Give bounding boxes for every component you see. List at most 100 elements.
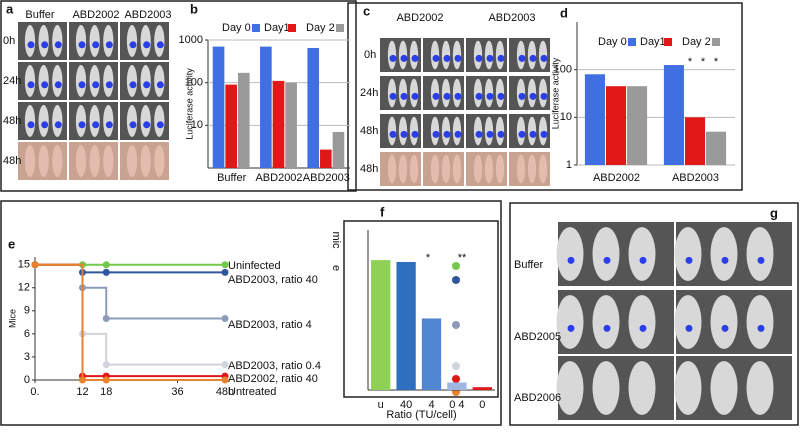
mouse [430,154,440,184]
legend-label: Day 2 [682,36,711,48]
signal [685,256,693,264]
bar [272,80,285,168]
mouse [527,116,537,146]
x-tick-label: ABD2002 [593,172,640,184]
x-tick-label: ABD2003 [303,172,350,184]
point [102,376,110,384]
bar [472,387,492,390]
signal [540,54,548,62]
mouse [126,65,138,97]
bar [212,46,225,169]
point [221,361,229,369]
mouse [527,78,537,108]
y-axis-label: Mice [7,309,17,328]
x-tick-label: 0 4 [449,399,464,411]
row-label: 48h [3,155,21,167]
mouse [140,105,151,137]
signal [156,41,164,49]
mouse [441,154,451,184]
x-tick-label: 18 [100,386,112,398]
signal [454,130,462,138]
signal [685,324,693,332]
mouse [398,116,408,146]
mouse [452,116,462,146]
signal [486,130,494,138]
signal [389,92,397,100]
signal [518,130,526,138]
mouse [89,145,100,177]
mouse [24,145,36,177]
signal [389,130,397,138]
column-label: Buffer [25,9,54,21]
bar [371,260,391,390]
mouse [516,154,526,184]
step-line [35,263,225,378]
mouse [103,145,114,177]
mouse [746,295,774,349]
panel-letter: d [560,5,568,20]
mouse [52,105,63,137]
legend-dot [452,276,460,284]
legend-swatch [712,38,720,46]
signal [143,41,151,49]
annotation: * [714,56,719,68]
mouse [516,78,526,108]
x-tick-label: ABD2002 [255,172,302,184]
signal [497,54,505,62]
mouse [527,154,537,184]
signal [41,41,49,49]
point [102,261,110,269]
mouse [38,25,49,57]
mouse [710,361,738,415]
bar [260,46,272,169]
signal [432,54,440,62]
mouse [473,154,483,184]
x-tick-label: 0. [30,386,39,398]
signal [78,121,86,129]
signal [639,256,647,264]
signal [389,54,397,62]
mouse [746,227,774,281]
signal [92,41,100,49]
point [221,315,229,322]
mouse [495,116,505,146]
signal [529,54,537,62]
signal [757,324,765,332]
mouse [628,227,656,281]
legend-dot [452,362,460,370]
x-tick-label: 4 [428,399,434,411]
column-label: ABD2002 [72,9,119,21]
mouse [441,40,451,70]
mouse [398,78,408,108]
signal [27,41,35,49]
mouse [409,78,419,108]
legend-swatch [252,24,260,32]
bar [307,47,320,169]
signal [27,81,35,89]
y-tick-label: 3 [24,351,30,363]
point [221,268,229,276]
signal [540,130,548,138]
x-tick-label: 40 [400,399,412,411]
mouse [387,154,397,184]
mouse [516,116,526,146]
series-label: Untreated [228,386,276,398]
signal [400,92,408,100]
signal [475,130,483,138]
mouse [674,227,702,281]
annotation: * [426,252,431,264]
mouse [452,154,462,184]
mouse [38,65,49,97]
bar [447,382,467,390]
bar [396,262,416,390]
series-label: ABD2003, ratio 0.4 [228,360,321,372]
signal [105,81,113,89]
row-label: 0h [3,35,15,47]
signal [54,41,62,49]
row-label: 48h [360,125,378,137]
mouse [556,361,584,415]
signal [143,121,151,129]
legend-label: Day1 [264,22,290,34]
mouse [628,361,656,415]
